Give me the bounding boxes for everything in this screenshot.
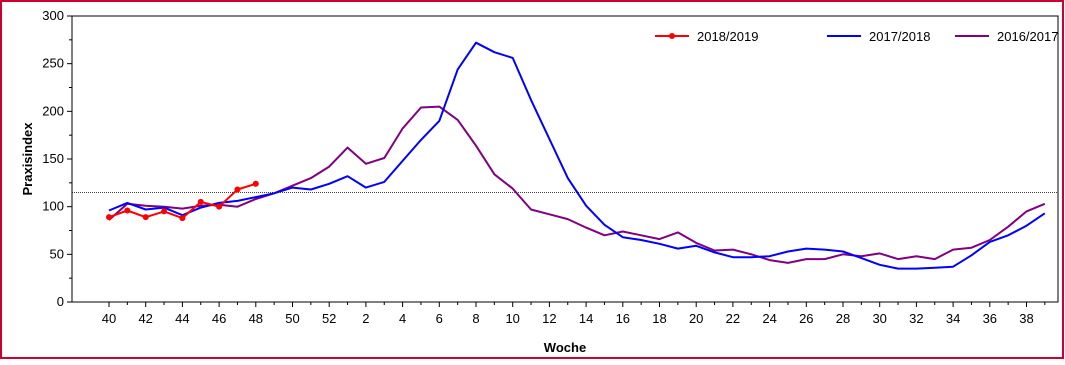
x-tick-label: 52 [322, 311, 336, 326]
x-tick-label: 26 [799, 311, 813, 326]
x-tick-label: 20 [689, 311, 703, 326]
data-point [216, 203, 223, 210]
data-point [106, 214, 112, 221]
data-point [124, 207, 131, 214]
y-tick-label: 50 [50, 246, 64, 261]
series-group [106, 41, 1046, 270]
data-point [179, 215, 186, 222]
x-tick-label: 32 [909, 311, 923, 326]
x-tick-label: 24 [762, 311, 776, 326]
legend-label: 2017/2018 [869, 29, 930, 44]
x-tick-label: 22 [726, 311, 740, 326]
x-tick-label: 34 [946, 311, 960, 326]
x-tick-label: 38 [1019, 311, 1033, 326]
y-axis: 0 50 100 150 200 250 300 [42, 8, 72, 309]
x-tick-label: 16 [616, 311, 630, 326]
data-point [234, 186, 241, 193]
legend-label: 2016/2017 [997, 29, 1058, 44]
x-tick-label: 44 [175, 311, 189, 326]
y-tick-label: 250 [42, 56, 64, 71]
plot-area [71, 15, 1059, 303]
x-tick-label: 2 [362, 311, 369, 326]
legend: 2018/2019 2017/2018 2016/2017 [655, 29, 1058, 44]
y-tick-label: 100 [42, 199, 64, 214]
x-tick-label: 18 [652, 311, 666, 326]
y-axis-label: Praxisindex [20, 122, 35, 196]
x-tick-label: 48 [249, 311, 263, 326]
x-tick-label: 6 [436, 311, 443, 326]
data-point [197, 198, 204, 205]
x-tick-label: 46 [212, 311, 226, 326]
y-tick-label: 0 [57, 294, 64, 309]
x-tick-label: 12 [542, 311, 556, 326]
x-tick-label: 10 [505, 311, 519, 326]
x-tick-label: 28 [836, 311, 850, 326]
x-tick-label: 8 [472, 311, 479, 326]
x-tick-label: 40 [102, 311, 116, 326]
data-point [142, 214, 149, 221]
x-axis-label: Woche [544, 340, 586, 355]
x-tick-label: 42 [138, 311, 152, 326]
y-tick-label: 150 [42, 151, 64, 166]
legend-label: 2018/2019 [697, 29, 758, 44]
y-tick-label: 200 [42, 103, 64, 118]
x-tick-label: 4 [399, 311, 406, 326]
x-tick-label: 14 [579, 311, 593, 326]
legend-marker [669, 33, 675, 39]
x-axis: 40 42 44 46 48 50 52 2 4 6 8 10 12 14 16 18 20 22 24 26 28 30… [102, 302, 1046, 326]
x-tick-label: 50 [285, 311, 299, 326]
series-line-2017/2018 [108, 41, 1046, 270]
data-point [252, 180, 259, 187]
y-tick-label: 300 [42, 8, 64, 23]
data-point [161, 208, 168, 215]
x-tick-label: 30 [872, 311, 886, 326]
x-tick-label: 36 [983, 311, 997, 326]
